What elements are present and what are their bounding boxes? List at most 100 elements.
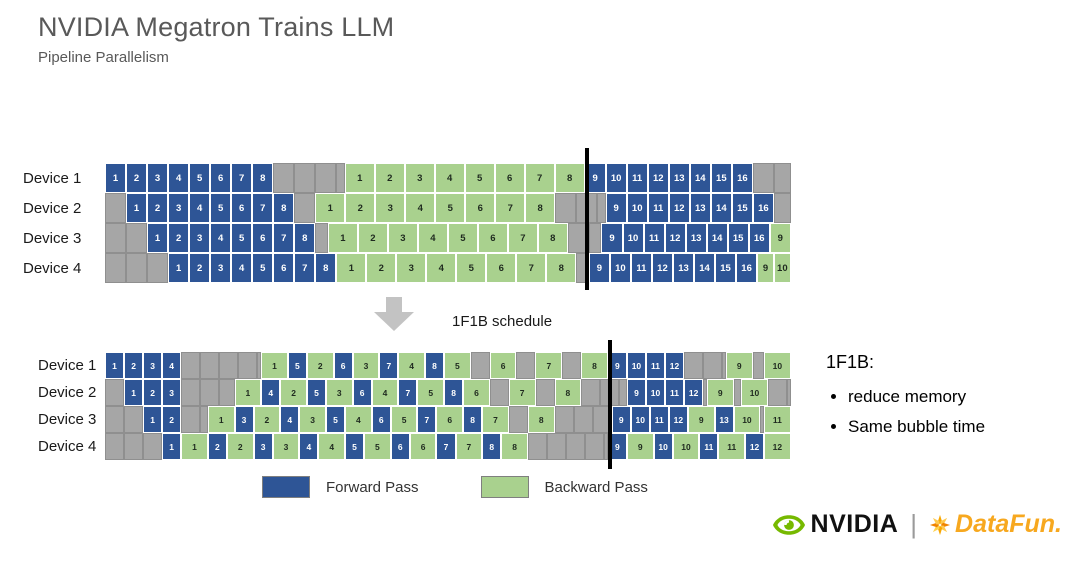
schedule-row: Device 2 1 2 3 4 5 6 7 8 1 2 3 4 5 6 7 8 9 10 11 12 13 14 15 16 [23, 193, 791, 223]
idle-cell [597, 193, 606, 223]
forward-cell: 10 [626, 193, 648, 223]
schedule-row: Device 4 1 1 2 2 3 3 4 4 5 5 6 6 7 7 8 8 9 9 10 10 11 11 12 12 [23, 433, 791, 460]
backward-cell: 8 [554, 163, 585, 193]
backward-cell: 3 [352, 352, 380, 379]
forward-cell: 3 [189, 223, 211, 253]
schedule-row: Device 1 1 2 3 4 1 5 2 6 3 7 4 8 5 6 7 8 9 10 11 12 9 10 [23, 352, 791, 379]
schedule-row: Device 3 1 2 1 3 2 4 3 5 4 6 5 7 6 8 7 8 9 10 11 12 9 13 10 11 [23, 406, 791, 433]
nvidia-wordmark: NVIDIA [810, 510, 899, 538]
idle-cell [105, 223, 127, 253]
forward-cell: 1 [124, 379, 144, 406]
notes-list: reduce memory Same bubble time [826, 387, 1072, 437]
forward-cell: 12 [668, 406, 688, 433]
idle-cell [200, 352, 220, 379]
pipeline-flush-line [584, 148, 589, 290]
forward-cell: 6 [231, 193, 253, 223]
forward-cell: 10 [622, 223, 644, 253]
device-label: Device 3 [38, 411, 97, 428]
backward-cell: 1 [336, 253, 367, 283]
forward-cell: 7 [252, 193, 274, 223]
backward-cell: 1 [315, 193, 346, 223]
idle-cell [294, 193, 316, 223]
forward-pass-swatch [262, 476, 310, 498]
backward-cell: 8 [501, 433, 528, 460]
device-label: Device 2 [38, 384, 97, 401]
forward-cell: 16 [736, 253, 758, 283]
forward-cell: 13 [689, 193, 711, 223]
forward-cell: 2 [162, 406, 182, 433]
backward-cell: 7 [455, 433, 483, 460]
backward-cell: 2 [374, 163, 405, 193]
legend-label: Backward Pass [544, 478, 648, 496]
forward-cell: 7 [398, 379, 418, 406]
forward-cell: 5 [210, 193, 232, 223]
idle-cell [219, 379, 235, 406]
forward-cell: 8 [444, 379, 464, 406]
idle-cell [760, 406, 765, 433]
backward-cell: 6 [477, 223, 508, 253]
idle-cell [527, 433, 547, 460]
idle-cell [703, 352, 723, 379]
forward-cell: 15 [715, 253, 737, 283]
backward-cell: 8 [581, 352, 608, 379]
legend-label: Forward Pass [326, 478, 419, 496]
backward-cell: 3 [272, 433, 300, 460]
down-arrow-icon [374, 297, 414, 331]
forward-cell: 12 [684, 379, 704, 406]
backward-cell: 4 [405, 193, 436, 223]
idle-cell [684, 352, 704, 379]
datafun-sparkle-icon [929, 514, 951, 535]
forward-cell: 11 [699, 433, 719, 460]
idle-cell [573, 406, 593, 433]
backward-cell: 4 [434, 163, 465, 193]
forward-cell: 6 [252, 223, 274, 253]
idle-cell [147, 253, 169, 283]
idle-cell [565, 433, 586, 460]
notes-bullet: Same bubble time [848, 417, 1072, 437]
backward-cell: 3 [404, 163, 435, 193]
forward-cell: 16 [748, 223, 770, 253]
backward-cell: 2 [253, 406, 281, 433]
forward-cell: 7 [379, 352, 399, 379]
forward-cell: 9 [626, 379, 646, 406]
forward-cell: 15 [727, 223, 749, 253]
backward-cell: 10 [672, 433, 700, 460]
backward-cell: 5 [447, 223, 478, 253]
idle-cell [219, 352, 239, 379]
backward-cell: 7 [508, 379, 536, 406]
backward-cell: 9 [687, 406, 715, 433]
idle-cell [294, 163, 316, 193]
forward-cell: 4 [168, 163, 190, 193]
forward-cell: 1 [105, 352, 125, 379]
backward-cell: 1 [261, 352, 288, 379]
datafun-logo: DataFun. [929, 510, 1062, 539]
backward-cell: 1 [181, 433, 208, 460]
forward-cell: 11 [645, 352, 666, 379]
schedule-row: Device 2 1 2 3 1 4 2 5 3 6 4 7 5 8 6 7 8 9 10 11 12 9 10 [23, 379, 791, 406]
idle-cell [470, 352, 490, 379]
forward-cell: 15 [710, 163, 732, 193]
idle-cell [752, 163, 774, 193]
idle-cell [238, 352, 258, 379]
down-arrow-head [374, 312, 414, 331]
forward-cell: 2 [124, 352, 144, 379]
idle-cell [124, 406, 144, 433]
forward-cell: 2 [207, 433, 227, 460]
forward-cell: 13 [668, 163, 690, 193]
default-schedule-chart: Device 1 1 2 3 4 5 6 7 8 1 2 3 4 5 6 7 8 9 10 11 12 13 14 15 16 D… [23, 148, 791, 290]
idle-cell [181, 352, 201, 379]
forward-cell: 9 [584, 163, 606, 193]
forward-cell: 15 [731, 193, 753, 223]
idle-cell [703, 379, 707, 406]
forward-cell: 7 [231, 163, 253, 193]
backward-cell: 3 [396, 253, 427, 283]
idle-cell [585, 433, 605, 460]
idle-cell [273, 163, 295, 193]
idle-cell [786, 379, 791, 406]
idle-cell [336, 163, 345, 193]
forward-cell: 14 [694, 253, 716, 283]
backward-cell: 4 [371, 379, 399, 406]
forward-cell: 6 [390, 433, 410, 460]
backward-cell: 8 [537, 223, 568, 253]
forward-cell: 4 [210, 223, 232, 253]
